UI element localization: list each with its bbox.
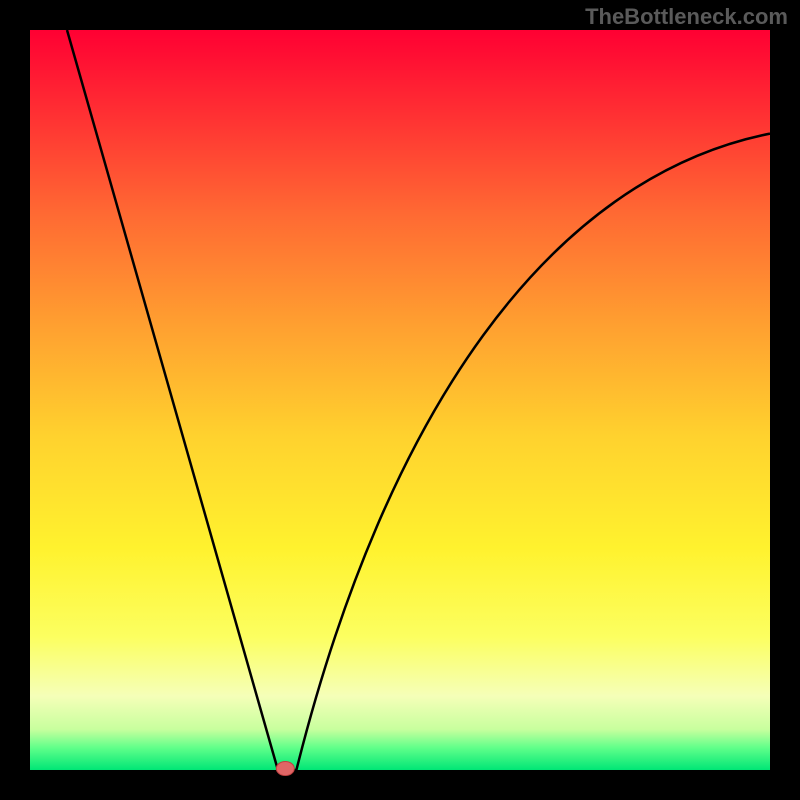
optimum-marker <box>276 762 294 776</box>
bottleneck-chart <box>0 0 800 800</box>
watermark-text: TheBottleneck.com <box>585 4 788 30</box>
plot-background <box>30 30 770 770</box>
